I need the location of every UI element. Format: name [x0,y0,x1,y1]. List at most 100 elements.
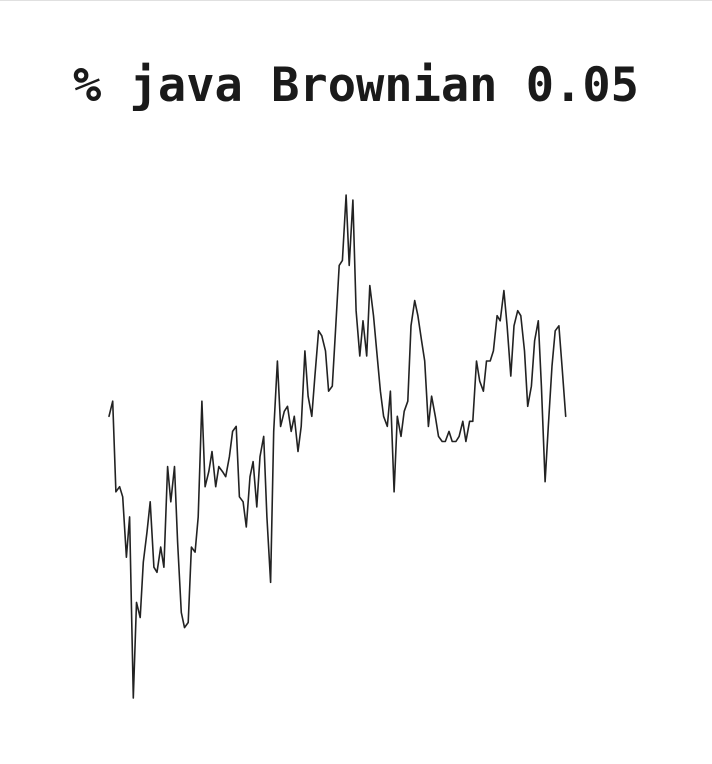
brownian-point [273,431,275,432]
brownian-point [204,486,206,488]
brownian-point [239,496,240,498]
brownian-point [156,571,158,573]
brownian-point [283,410,285,412]
brownian-point [208,471,210,472]
brownian-point [517,310,519,312]
brownian-point [524,350,525,352]
brownian-point [424,360,426,362]
brownian-point [232,431,234,432]
brownian-point [547,426,549,427]
brownian-point [297,451,299,452]
brownian-point [493,350,494,352]
brownian-point [483,390,484,392]
brownian-point [506,325,508,327]
brownian-point [376,350,378,352]
brownian-point [201,400,203,402]
brownian-point [184,627,185,628]
brownian-point [469,420,470,422]
brownian-point [441,441,443,442]
brownian-point [194,551,196,553]
brownian-point [328,390,329,392]
brownian-point [410,325,412,327]
brownian-point [476,360,477,362]
brownian-point [479,380,481,382]
brownian-point [366,355,368,357]
brownian-point [245,526,247,528]
brownian-point [396,415,398,417]
brownian-point [311,415,313,417]
brownian-point [510,375,512,377]
brownian-point [177,541,179,543]
brownian-point [451,441,453,442]
brownian-point [222,471,223,472]
command-line-text: % java Brownian 0.05 [73,58,639,113]
brownian-point [486,360,487,362]
brownian-point [462,420,464,422]
brownian-point [142,561,144,563]
brownian-point [290,431,292,432]
brownian-point [499,320,501,322]
brownian-point [393,491,395,493]
brownian-path-points [108,194,567,699]
brownian-point [229,456,230,457]
brownian-point [417,315,419,317]
brownian-point [242,501,244,503]
brownian-point [211,451,213,452]
brownian-point [355,310,357,312]
brownian-point [520,315,522,317]
brownian-point [438,436,439,437]
brownian-point [256,506,258,508]
brownian-point [191,546,192,548]
brownian-point [225,476,227,478]
brownian-point [325,350,326,352]
brownian-point [139,617,141,618]
brownian-point [218,466,220,467]
brownian-point [455,441,457,442]
brownian-point [554,330,556,332]
brownian-point [277,360,278,362]
brownian-point [444,441,446,442]
brownian-point [421,340,422,342]
brownian-point [407,400,409,402]
brownian-point [503,290,505,291]
brownian-point [561,365,563,367]
top-border [0,0,712,1]
brownian-point [431,395,432,397]
brownian-point [187,622,189,623]
brownian-point [348,265,350,266]
brownian-point [112,400,114,402]
brownian-point [472,420,474,422]
brownian-point [458,436,460,437]
brownian-point [180,612,182,613]
brownian-point [369,285,371,286]
brownian-point [527,405,529,407]
brownian-point [352,199,354,201]
brownian-point [537,320,539,322]
brownian-point [174,466,175,467]
brownian-point [132,697,134,699]
brownian-point [434,415,436,417]
brownian-point [293,415,295,417]
brownian-point [403,410,405,412]
brownian-point [280,426,281,427]
brownian-point [331,385,333,387]
brownian-point [249,476,251,478]
brownian-path-line [108,194,567,699]
brownian-point [321,335,323,337]
brownian-point [252,461,254,462]
brownian-point [215,486,217,488]
brownian-point [400,436,402,437]
brownian-point [263,436,265,437]
brownian-point [146,531,148,533]
brownian-point [197,516,199,518]
brownian-point [335,330,336,332]
brownian-point [428,426,429,427]
brownian-point [170,501,172,503]
brownian-point [345,194,347,196]
brownian-point [270,581,271,583]
brownian-point [108,415,110,417]
brownian-point [342,260,343,261]
brownian-point [287,405,288,407]
brownian-point [300,426,302,427]
